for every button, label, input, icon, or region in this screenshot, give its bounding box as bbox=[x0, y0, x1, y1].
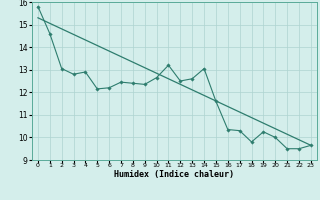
X-axis label: Humidex (Indice chaleur): Humidex (Indice chaleur) bbox=[115, 170, 234, 179]
